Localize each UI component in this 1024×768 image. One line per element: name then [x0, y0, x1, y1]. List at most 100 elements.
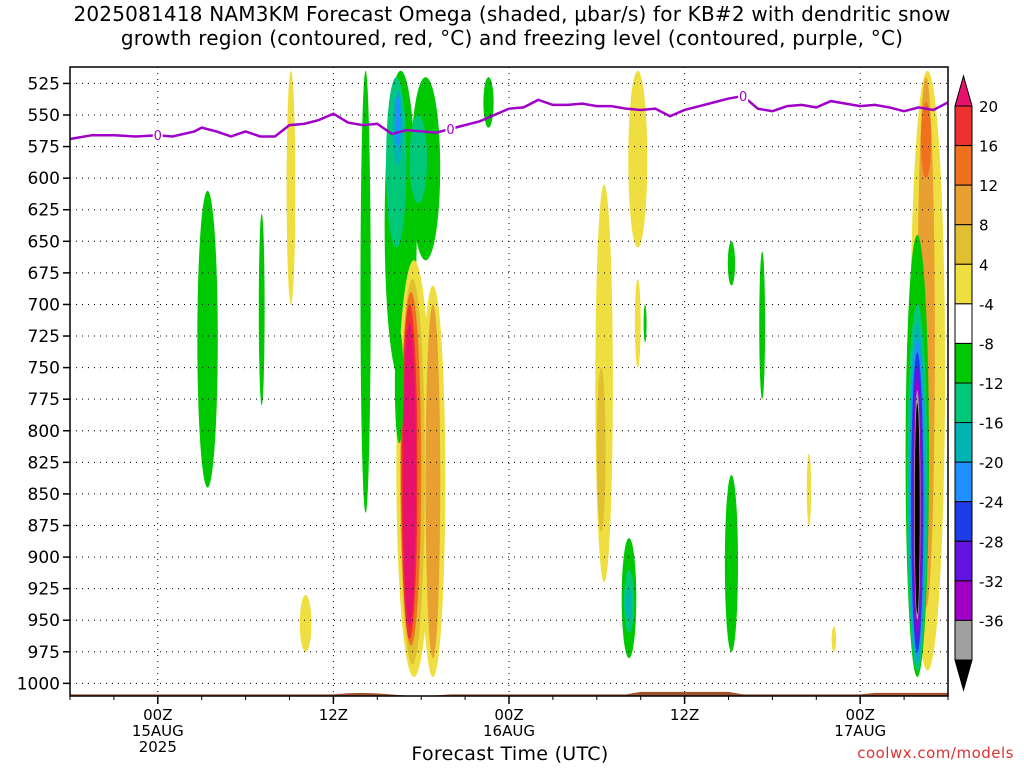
colorbar-bin	[954, 580, 973, 621]
y-tick-label: 550	[28, 106, 60, 126]
y-tick-label: 800	[28, 422, 60, 442]
y-tick-label: 650	[28, 232, 60, 252]
omega-cell-28	[727, 241, 736, 286]
omega-cell-8	[394, 96, 401, 147]
freezing-level-label: 0	[446, 123, 454, 138]
colorbar-bin	[954, 382, 973, 424]
omega-cell-20	[628, 70, 648, 248]
omega-cell-23	[595, 184, 613, 583]
omega-cell-1	[258, 213, 265, 406]
grid-lines	[70, 67, 948, 696]
surface-band	[70, 691, 948, 696]
colorbar-label: -16	[979, 415, 1004, 433]
omega-cell-14	[425, 304, 441, 659]
colorbar-label: -32	[979, 573, 1004, 591]
y-tick-label: 825	[28, 453, 60, 473]
y-tick-label: 525	[28, 74, 60, 94]
colorbar-label: 8	[979, 217, 989, 235]
chart-title-line-2: growth region (contoured, red, °C) and f…	[120, 26, 904, 50]
colorbar-label: -8	[979, 335, 994, 353]
y-tick-label: 975	[28, 643, 60, 663]
x-tick-label: 00Z	[494, 706, 523, 724]
surface-terrain	[70, 691, 948, 696]
omega-cell-18	[394, 329, 404, 444]
colorbar-bin	[954, 184, 973, 226]
y-tick-label: 1000	[17, 674, 60, 694]
freezing-level-label: 0	[739, 90, 747, 105]
omega-cell-30	[724, 474, 739, 652]
colorbar-bin	[954, 422, 973, 463]
colorbar-bottom-arrow	[954, 659, 973, 692]
colorbar-top-arrow	[954, 74, 973, 107]
omega-cell-27	[626, 588, 632, 621]
colorbar-bin	[954, 303, 973, 344]
omega-cell-21	[634, 279, 641, 368]
colorbar-bin	[954, 619, 973, 661]
y-tick-label: 925	[28, 580, 60, 600]
y-axis: 525 550 575 600 625 650 675 700 725 750 775 800 825 8…	[17, 74, 70, 694]
y-tick-label: 725	[28, 327, 60, 347]
omega-cell-24	[596, 367, 606, 532]
y-tick-label: 625	[28, 201, 60, 221]
y-tick-label: 700	[28, 295, 60, 315]
colorbar-label: -20	[979, 454, 1004, 472]
omega-cell-44	[914, 402, 920, 614]
y-tick-label: 750	[28, 359, 60, 379]
x-tick-label: 12Z	[319, 706, 348, 724]
freezing-level-label: 0	[154, 129, 162, 144]
omega-cell-17	[402, 323, 417, 627]
omega-cell-2	[286, 70, 296, 305]
colorbar-bin	[954, 461, 973, 503]
x-axis-title: Forecast Time (UTC)	[411, 743, 609, 765]
freezing-level-label-bg	[445, 120, 456, 137]
y-tick-label: 775	[28, 390, 60, 410]
x-tick-label: 00Z	[143, 706, 172, 724]
colorbar-label: 16	[979, 138, 998, 156]
omega-cell-10	[409, 114, 428, 204]
omega-cell-32	[831, 626, 837, 652]
x-tick-label: 16AUG	[483, 722, 535, 740]
chart-title-line-1: 2025081418 NAM3KM Forecast Omega (shaded…	[73, 2, 951, 26]
colorbar-bin	[954, 342, 973, 384]
omega-cell-0	[197, 190, 218, 488]
omega-cell-29	[759, 251, 766, 400]
colorbar-label: -4	[979, 296, 994, 314]
colorbar-label: -12	[979, 375, 1004, 393]
colorbar-bin	[954, 145, 973, 186]
colorbar: 20 16 12 8 4 -4 -8 -12 -16 -20 -24 -28 -32 -36	[954, 74, 1004, 692]
y-tick-label: 675	[28, 264, 60, 284]
colorbar-label: -24	[979, 494, 1004, 512]
colorbar-bin	[954, 263, 973, 305]
chart-title: 2025081418 NAM3KM Forecast Omega (shaded…	[0, 2, 1024, 50]
y-tick-label: 950	[28, 611, 60, 631]
x-tick-label: 17AUG	[834, 722, 886, 740]
colorbar-label: -28	[979, 533, 1004, 551]
colorbar-bin	[954, 540, 973, 582]
colorbar-label: 12	[979, 177, 998, 195]
x-tick-label: 15AUG	[132, 722, 184, 740]
freezing-level-label-bg	[738, 88, 749, 105]
omega-cell-3	[299, 594, 312, 652]
colorbar-label: 4	[979, 256, 989, 274]
omega-cell-35	[920, 102, 932, 179]
omega-cell-31	[806, 453, 812, 526]
omega-cell-4	[360, 70, 371, 513]
colorbar-bin	[954, 224, 973, 265]
y-tick-label: 575	[28, 138, 60, 158]
site-credit: coolwx.com/models	[857, 744, 1014, 762]
colorbar-label: 20	[979, 98, 998, 116]
y-tick-label: 850	[28, 485, 60, 505]
freezing-level-layer: 0 0 0	[69, 88, 949, 144]
freezing-level-label-bg	[152, 127, 163, 144]
omega-cell-19	[483, 77, 494, 128]
freezing-level-line	[69, 94, 949, 141]
x-tick-label: 12Z	[670, 706, 699, 724]
y-tick-label: 900	[28, 548, 60, 568]
colorbar-bin	[954, 501, 973, 542]
colorbar-bin	[954, 105, 973, 147]
x-tick-label: 2025	[139, 738, 177, 756]
y-tick-label: 600	[28, 169, 60, 189]
colorbar-label: -36	[979, 612, 1004, 630]
y-tick-label: 875	[28, 516, 60, 536]
